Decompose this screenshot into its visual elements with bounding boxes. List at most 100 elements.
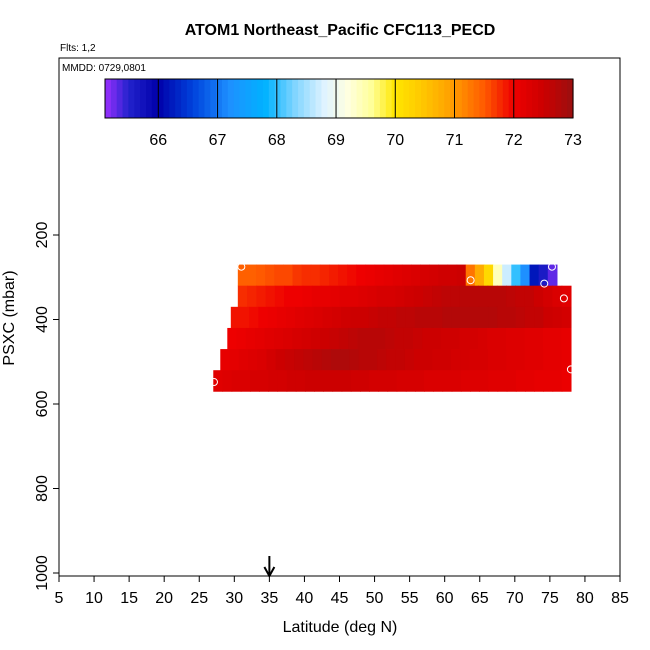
colorbar-segment — [344, 79, 352, 118]
heatmap-cell — [413, 327, 423, 350]
colorbar-segment — [122, 79, 129, 118]
heatmap-cell — [229, 349, 240, 371]
colorbar-segment — [175, 79, 182, 118]
heatmap-cell — [350, 306, 361, 329]
heatmap-cell — [469, 349, 480, 371]
colorbar: 66 67 68 69 70 71 72 73 — [104, 78, 582, 149]
heatmap-cell — [341, 370, 352, 392]
heatmap-cell — [496, 285, 507, 308]
colorbar-segment — [567, 79, 574, 118]
heatmap-cell — [383, 264, 394, 287]
colorbar-segment — [456, 79, 463, 118]
heatmap-cell — [442, 370, 453, 392]
heatmap-cell — [338, 264, 348, 287]
heatmap-cell — [552, 370, 563, 392]
heatmap-cell — [385, 327, 396, 350]
heatmap-cell — [238, 349, 249, 371]
heatmap-cell — [524, 327, 535, 350]
sample-marker — [237, 262, 246, 271]
heatmap-cell — [506, 285, 516, 308]
colorbar-segment — [315, 79, 323, 118]
colorbar-segment — [169, 79, 176, 118]
y-axis-label: PSXC (mbar) — [1, 270, 18, 365]
y-tick-label: 400 — [34, 306, 51, 333]
heatmap-cell — [356, 264, 367, 287]
heatmap-cell — [487, 327, 498, 350]
heatmap-cell — [438, 264, 449, 287]
heatmap-cell — [274, 285, 285, 308]
heatmap-cell — [273, 327, 284, 350]
heatmap-cell — [497, 306, 508, 329]
heatmap-cell — [395, 285, 405, 308]
y-tick-label: 200 — [34, 222, 51, 249]
colorbar-segment — [303, 79, 311, 118]
colorbar-segment — [561, 79, 568, 118]
heatmap-cell — [543, 370, 554, 392]
colorbar-segment — [257, 79, 264, 118]
heatmap-cell — [493, 264, 503, 287]
heatmap-cell — [368, 306, 379, 329]
colorbar-segment — [327, 79, 334, 118]
colorbar-segment — [339, 79, 346, 118]
heatmap-cell — [295, 306, 305, 329]
x-tick-label: 30 — [225, 590, 243, 607]
heatmap-cell — [534, 349, 544, 371]
heatmap-cell — [311, 285, 322, 308]
heatmap-cell — [543, 349, 554, 371]
x-tick-label: 20 — [155, 590, 173, 607]
sample-marker — [466, 276, 475, 285]
heatmap-cell — [468, 327, 479, 350]
colorbar-segment — [485, 79, 492, 118]
colorbar-segment — [508, 79, 516, 118]
heatmap-cell — [414, 306, 425, 329]
heatmap-cell — [450, 285, 461, 308]
colorbar-tick-label: 67 — [209, 132, 227, 149]
colorbar-segment — [444, 79, 451, 118]
heatmap-cell — [460, 306, 471, 329]
x-tick-label: 85 — [611, 590, 629, 607]
colorbar-segment — [356, 79, 363, 118]
heatmap-cell — [265, 264, 275, 287]
heatmap-cell — [340, 349, 351, 371]
colorbar-tick-label: 69 — [327, 132, 345, 149]
colorbar-segment — [502, 79, 510, 118]
heatmap-cell — [245, 327, 256, 350]
heatmap-cell — [387, 306, 397, 329]
heatmap-cell — [479, 370, 489, 392]
heatmap-cell — [341, 306, 351, 329]
x-tick-label: 25 — [190, 590, 208, 607]
heatmap-cell — [474, 264, 485, 287]
heatmap-cell — [450, 327, 461, 350]
heatmap-cell — [394, 327, 405, 350]
heatmap-cell — [429, 264, 439, 287]
heatmap-cell — [502, 264, 512, 287]
heatmap-cell — [293, 285, 304, 308]
heatmap-cell — [460, 370, 471, 392]
colorbar-segment — [350, 79, 358, 118]
heatmap-cell — [561, 349, 572, 371]
heatmap-cell — [488, 370, 499, 392]
heatmap-cell — [478, 349, 489, 371]
heatmap-cell — [404, 349, 415, 371]
heatmap-cell — [533, 285, 544, 308]
heatmap-cell — [332, 370, 343, 392]
heatmap-cell — [237, 285, 248, 308]
heatmap-cell — [286, 370, 297, 392]
heatmap-cell — [552, 327, 563, 350]
x-tick-label: 70 — [506, 590, 524, 607]
colorbar-segment — [385, 79, 393, 118]
heatmap-cell — [478, 306, 489, 329]
heatmap-cell — [283, 327, 293, 350]
colorbar-segment — [192, 79, 200, 118]
heatmap-cell — [369, 370, 379, 392]
heatmap-cell — [348, 285, 359, 308]
heatmap-cell — [386, 349, 397, 371]
heatmap-cell — [405, 370, 416, 392]
heatmap-cell — [433, 306, 443, 329]
colorbar-tick-label: 68 — [268, 132, 286, 149]
colorbar-segment — [555, 79, 562, 118]
mmdd-label: MMDD: 0729,0801 — [62, 63, 146, 74]
heatmap-cell — [424, 370, 434, 392]
colorbar-segment — [520, 79, 527, 118]
heatmap-cell — [276, 306, 287, 329]
